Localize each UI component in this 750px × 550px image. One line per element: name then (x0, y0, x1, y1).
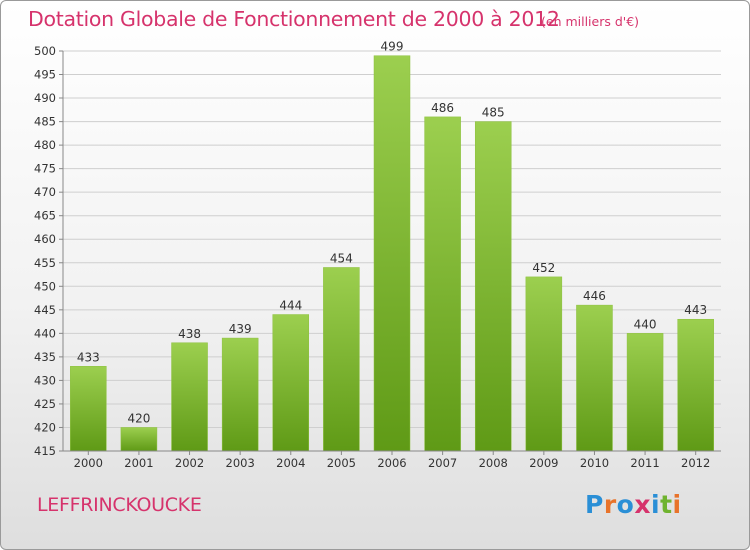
bar-value-label: 444 (279, 299, 302, 313)
bar-value-label: 433 (77, 350, 100, 364)
y-tick-label: 465 (34, 209, 56, 223)
bar (525, 276, 563, 452)
y-tick-label: 435 (34, 350, 56, 364)
y-tick-label: 470 (34, 185, 56, 199)
bar-value-label: 438 (178, 327, 201, 341)
x-tick-label: 2005 (327, 456, 356, 470)
x-tick-label: 2008 (479, 456, 508, 470)
x-tick-label: 2006 (377, 456, 406, 470)
y-tick-label: 485 (34, 115, 56, 129)
bar (626, 333, 664, 452)
x-tick-label: 2011 (630, 456, 659, 470)
y-tick-label: 415 (34, 444, 56, 458)
y-tick-label: 490 (34, 91, 56, 105)
bar-value-label: 486 (431, 101, 454, 115)
bar (576, 304, 613, 452)
bar (677, 318, 714, 452)
x-tick-label: 2002 (175, 456, 204, 470)
bar (323, 267, 360, 452)
x-tick-label: 2003 (226, 456, 255, 470)
y-tick-label: 480 (34, 138, 56, 152)
logo-letter: t (660, 490, 673, 519)
logo-letter: i (672, 490, 682, 519)
bar-value-label: 420 (127, 411, 150, 425)
bar-value-label: 440 (634, 317, 657, 331)
bar (474, 121, 512, 452)
y-tick-label: 440 (34, 326, 56, 340)
bar (373, 55, 411, 452)
bar (272, 314, 310, 452)
x-tick-label: 2009 (529, 456, 558, 470)
bar-value-label: 454 (330, 251, 353, 265)
x-tick-label: 2012 (681, 456, 710, 470)
x-tick-label: 2007 (428, 456, 457, 470)
commune-name: LEFFRINCKOUCKE (37, 494, 202, 516)
logo-letter: x (634, 490, 651, 519)
bar (424, 116, 461, 452)
y-tick-label: 450 (34, 279, 56, 293)
bar-value-label: 485 (482, 106, 505, 120)
chart-title: Dotation Globale de Fonctionnement de 20… (28, 7, 560, 31)
x-tick-label: 2001 (124, 456, 153, 470)
y-tick-label: 425 (34, 397, 56, 411)
logo-letter: i (651, 490, 661, 519)
bar-value-label: 443 (684, 303, 707, 317)
chart-subtitle: (en milliers d'€) (541, 14, 640, 29)
x-tick-label: 2000 (74, 456, 103, 470)
logo-letter: o (616, 490, 635, 519)
bar (221, 337, 259, 452)
bar-value-label: 446 (583, 289, 606, 303)
bar (120, 427, 158, 452)
y-tick-label: 445 (34, 303, 56, 317)
y-tick-label: 495 (34, 68, 56, 82)
proxiti-logo: Proxiti (585, 490, 682, 519)
bar-value-label: 439 (229, 322, 252, 336)
y-tick-label: 475 (34, 162, 56, 176)
x-tick-label: 2004 (276, 456, 305, 470)
logo-letter: r (603, 490, 617, 519)
y-tick-label: 455 (34, 256, 56, 270)
y-tick-label: 420 (34, 420, 56, 434)
y-tick-label: 500 (34, 44, 56, 58)
y-tick-label: 430 (34, 373, 56, 387)
axes: 415 420 425 430 435 440 445 450 455 460 465 470 475 4… (34, 44, 721, 470)
bar-value-label: 452 (532, 261, 555, 275)
bars: 433 420 438 439 444 454 499 486 485 452 446 440 443 (70, 40, 714, 452)
bar (171, 342, 208, 452)
x-tick-label: 2010 (580, 456, 609, 470)
bar-value-label: 499 (381, 40, 404, 54)
y-tick-label: 460 (34, 232, 56, 246)
bar (70, 366, 107, 452)
logo-letter: P (585, 490, 604, 519)
